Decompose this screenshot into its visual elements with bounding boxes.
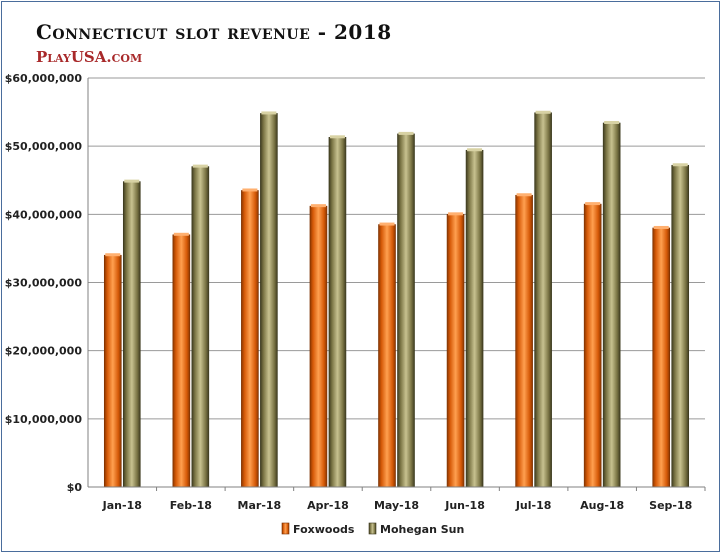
bar-cap <box>310 204 326 208</box>
bar-foxwoods <box>172 234 191 488</box>
bar-mohegan-sun <box>465 149 484 488</box>
bar-cap <box>261 111 277 115</box>
y-tick-label: $20,000,000 <box>5 345 83 358</box>
bar-mohegan-sun <box>260 113 278 488</box>
bar-foxwoods <box>378 224 396 488</box>
bar-foxwoods <box>309 205 328 488</box>
legend: Foxwoods Mohegan Sun <box>281 522 464 536</box>
legend-swatch-foxwoods <box>281 522 290 535</box>
chart-subtitle: PlayUSA.com <box>36 48 143 66</box>
y-tick-label: $50,000,000 <box>5 140 83 153</box>
bar-cap <box>124 179 140 183</box>
bar-foxwoods <box>515 194 533 488</box>
bar-foxwoods <box>446 214 465 488</box>
bar-cap <box>672 163 688 167</box>
bar-cap <box>448 212 464 216</box>
bar-cap <box>516 193 532 197</box>
y-tick-label: $0 <box>67 481 83 494</box>
y-tick-label: $40,000,000 <box>5 208 83 221</box>
legend-label-mohegan-sun: Mohegan Sun <box>380 523 464 536</box>
bar-cap <box>173 232 189 236</box>
bar-cap <box>192 164 208 168</box>
bar-foxwoods <box>652 227 671 488</box>
bar-mohegan-sun <box>122 181 141 488</box>
axes: $0 $10,000,000 $20,000,000 $30,000,000 $40,0… <box>5 72 706 512</box>
bar-cap <box>467 148 483 152</box>
y-tick-label: $60,000,000 <box>5 72 83 85</box>
x-tick-label: Apr-18 <box>307 499 349 512</box>
x-tick-label: Jul-18 <box>515 499 552 512</box>
bar-foxwoods <box>103 254 122 488</box>
bar-cap <box>653 225 669 229</box>
bar-cap <box>535 110 551 114</box>
bar-mohegan-sun <box>534 112 552 488</box>
bar-mohegan-sun <box>328 137 347 488</box>
bar-cap <box>105 253 121 257</box>
bar-mohegan-sun <box>191 166 210 488</box>
bar-mohegan-sun <box>602 122 621 488</box>
bar-cap <box>585 202 601 206</box>
x-tick-label: Feb-18 <box>170 499 212 512</box>
legend-label-foxwoods: Foxwoods <box>293 523 355 536</box>
bar-cap <box>604 120 620 124</box>
x-tick-label: Jun-18 <box>444 499 485 512</box>
x-tick-label: Jan-18 <box>102 499 142 512</box>
bar-cap <box>329 135 345 139</box>
y-tick-label: $30,000,000 <box>5 277 83 290</box>
x-tick-label: Sep-18 <box>649 499 692 512</box>
bars <box>103 110 690 488</box>
bar-mohegan-sun <box>671 164 690 488</box>
bar-cap <box>242 188 258 192</box>
x-tick-label: Aug-18 <box>580 499 624 512</box>
bar-cap <box>379 222 395 226</box>
y-tick-label: $10,000,000 <box>5 413 83 426</box>
x-tick-label: Mar-18 <box>238 499 282 512</box>
bar-cap <box>398 131 414 135</box>
bar-foxwoods <box>583 203 602 488</box>
legend-swatch-mohegan-sun <box>368 522 377 535</box>
chart-title: Connecticut slot revenue - 2018 <box>36 20 392 44</box>
x-tick-label: May-18 <box>374 499 419 512</box>
bar-foxwoods <box>241 190 259 488</box>
bar-mohegan-sun <box>397 133 415 488</box>
